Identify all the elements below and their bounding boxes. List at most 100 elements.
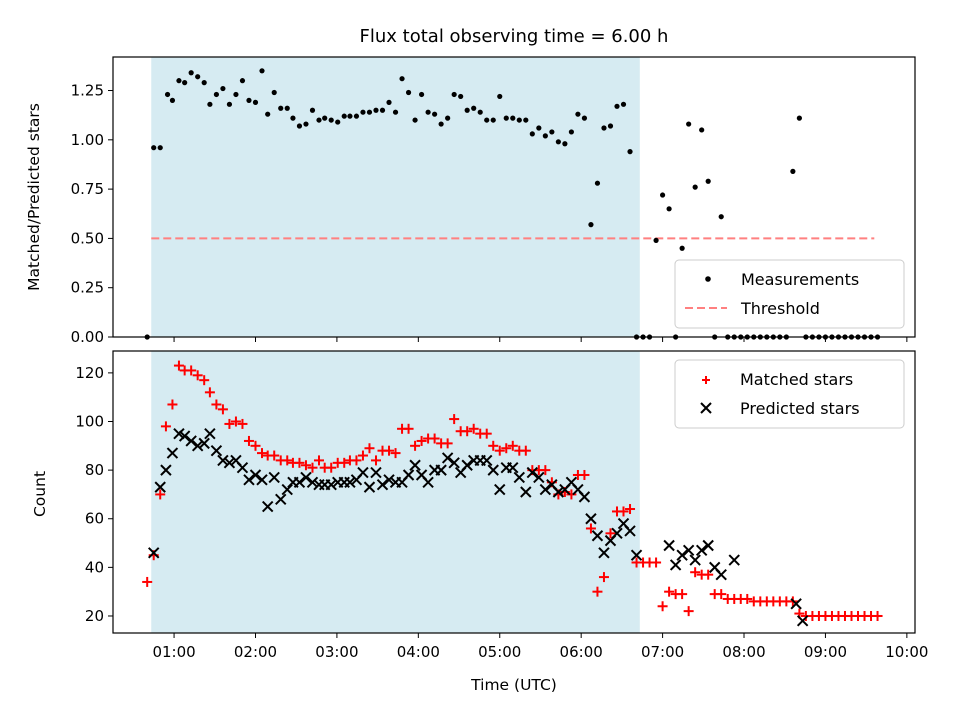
matched-star-point [677, 589, 688, 600]
predicted-star-point [154, 481, 166, 493]
predicted-star-point [166, 447, 179, 459]
measurement-point [341, 113, 347, 119]
measurement-point [575, 111, 581, 117]
top-axes-frame [112, 56, 916, 338]
matched-star-point [294, 457, 305, 468]
matched-star-point [224, 418, 235, 429]
measurement-point [412, 117, 418, 123]
bottom-x-tick-label: 09:00 [804, 643, 847, 661]
measurement-point [601, 125, 607, 131]
matched-star-point [651, 557, 662, 568]
matched-star-point [520, 445, 531, 456]
matched-star-point [664, 586, 675, 597]
matched-star-point [243, 435, 254, 446]
predicted-star-point [728, 554, 740, 566]
predicted-star-point [481, 454, 493, 467]
matched-star-point [449, 414, 460, 425]
top-y-axis-label: Matched/Predicted stars [25, 103, 43, 291]
measurement-point [366, 109, 373, 115]
predicted-star-point [148, 547, 160, 559]
matched-star-point [488, 440, 499, 451]
measurement-point [445, 115, 451, 121]
measurement-point [705, 178, 711, 184]
legend-marker-predicted [700, 402, 712, 414]
top-panel: 0.00 0.25 0.50 0.75 1.00 1.25 Flux total obse… [25, 26, 916, 346]
chart-title: Flux total observing time = 6.00 h [360, 26, 669, 47]
measurement-point [169, 97, 176, 103]
matched-star-point [237, 418, 248, 429]
measurement-point [322, 115, 328, 121]
measurement-point [692, 184, 698, 190]
matched-star-point [605, 528, 616, 539]
predicted-star-point [513, 471, 525, 484]
matched-star-point [625, 504, 636, 515]
measurement-point [246, 97, 252, 103]
legend-label-matched: Matched stars [740, 370, 853, 389]
predicted-star-point [598, 547, 610, 559]
measurement-point [290, 115, 296, 121]
predicted-star-point [695, 544, 708, 557]
measurement-point [666, 206, 672, 212]
matched-star-point [540, 465, 551, 476]
measurement-point [653, 237, 659, 243]
matched-star-point [167, 399, 178, 410]
measurement-point [464, 107, 470, 113]
matched-star-point [204, 387, 215, 398]
matched-star-point [410, 440, 421, 451]
legend-label-measurements: Measurements [741, 270, 859, 289]
matched-star-point [282, 455, 293, 466]
matched-star-point [370, 455, 381, 466]
bottom-x-tick-label: 10:00 [885, 643, 928, 661]
measurement-point [328, 117, 334, 123]
measurements-series [144, 68, 881, 340]
predicted-star-point [191, 440, 204, 452]
measurement-point [510, 115, 516, 121]
predicted-star-point [210, 444, 223, 457]
bottom-y-axis-label: Count [31, 471, 49, 517]
measurement-point [549, 129, 555, 135]
measurement-point [432, 111, 438, 117]
matched-star-point [390, 448, 401, 459]
bottom-x-tick-label: 06:00 [560, 643, 603, 661]
predicted-star-point [552, 486, 565, 498]
measurement-point [309, 107, 316, 113]
predicted-star-point [422, 476, 434, 488]
matched-star-point [211, 399, 222, 410]
predicted-star-point [178, 430, 191, 442]
measurement-point [718, 214, 724, 220]
measurement-point [497, 93, 503, 100]
matched-star-point [481, 428, 492, 439]
measurement-point [176, 78, 182, 84]
measurement-point [523, 117, 529, 123]
predicted-star-point [243, 474, 255, 486]
predicted-star-point [300, 471, 312, 484]
matched-star-point [872, 610, 883, 621]
measurement-point [458, 93, 464, 100]
measurement-point [157, 145, 163, 151]
predicted-star-point [591, 530, 604, 542]
bottom-x-tick-label: 07:00 [641, 643, 684, 661]
matched-star-point [403, 423, 414, 434]
measurement-point [233, 91, 239, 98]
matched-star-point [442, 438, 453, 449]
predicted-star-point [402, 469, 415, 481]
predicted-star-point [526, 466, 539, 479]
measurement-point [386, 99, 392, 105]
measurement-point [562, 141, 568, 147]
bottom-x-tick-label: 05:00 [478, 643, 521, 661]
measurement-point [438, 121, 444, 127]
matched-star-point [690, 567, 701, 578]
measurement-point [659, 192, 666, 198]
measurement-point [207, 101, 213, 107]
measurement-point [471, 105, 477, 111]
matched-star-point [357, 450, 368, 461]
predicted-star-point [363, 481, 376, 493]
predicted-star-point [306, 476, 319, 488]
top-y-tick-label: 0.50 [71, 229, 104, 247]
measurement-point [588, 222, 594, 228]
predicted-star-point [435, 464, 447, 476]
bottom-y-tick-label: 80 [85, 461, 104, 479]
bottom-y-tick-label: 20 [85, 607, 104, 625]
bottom-y-tick-label: 40 [85, 558, 104, 576]
